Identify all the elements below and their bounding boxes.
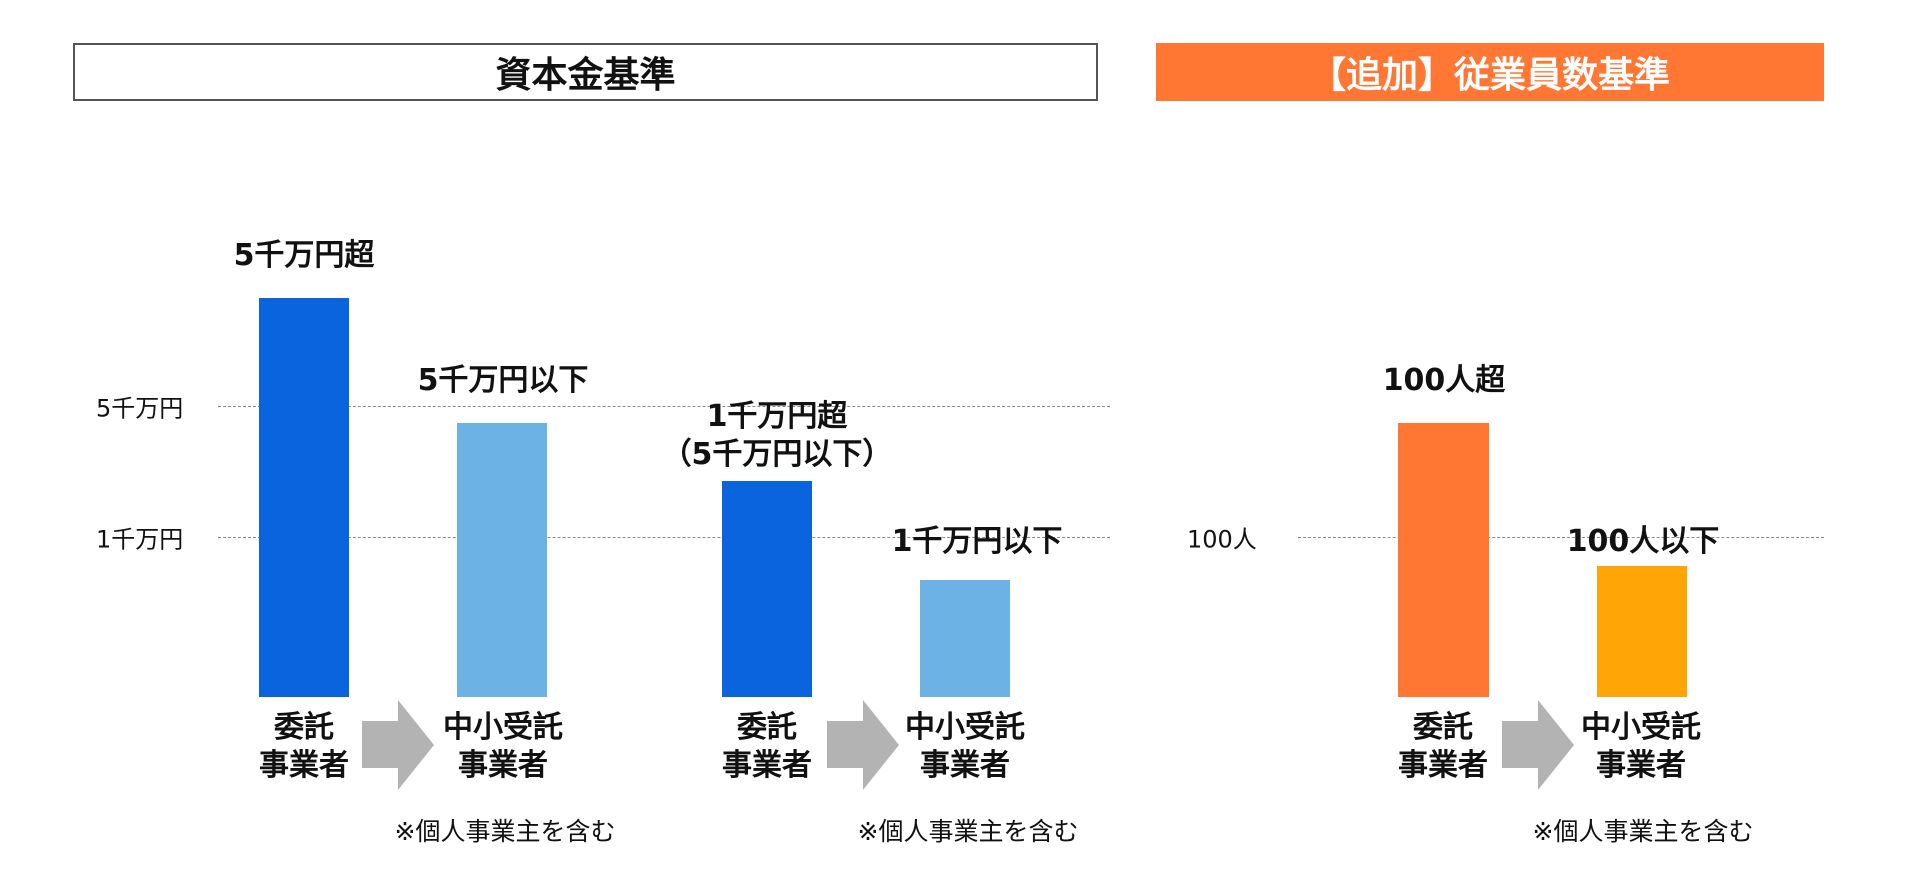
gridline-10m [218, 537, 1110, 538]
bar-label-under-10m: 1千万円以下 [891, 524, 1063, 559]
capital-criteria-title: 資本金基準 [495, 55, 676, 96]
footnote-sole-proprietor: ※個人事業主を含む [1532, 817, 1754, 846]
bar-label-over-50m: 5千万円超 [233, 238, 375, 273]
bar-contractor-under-50m [457, 423, 547, 697]
y-axis-label-50m: 5千万円 [96, 394, 184, 423]
bar-label-under-50m: 5千万円以下 [417, 363, 589, 398]
category-contractor: 中小受託 事業者 [443, 710, 563, 783]
arrow-right-icon [362, 700, 434, 790]
gridline-50m [218, 406, 1110, 407]
capital-criteria-header: 資本金基準 [73, 43, 1098, 101]
bar-consigner-over-50m [259, 298, 349, 697]
bar-label-over-10m: 1千万円超 （5千万円以下） [661, 399, 893, 472]
category-contractor: 中小受託 事業者 [1581, 710, 1701, 783]
bar-consigner-over-100 [1398, 423, 1489, 697]
arrow-right-icon [1502, 700, 1574, 790]
bar-contractor-under-10m [920, 580, 1010, 697]
y-axis-label-10m: 1千万円 [96, 525, 184, 554]
bar-label-under-100: 100人以下 [1566, 524, 1720, 559]
employee-criteria-title: 【追加】従業員数基準 [1309, 55, 1670, 96]
y-axis-label-100-people: 100人 [1187, 525, 1257, 554]
employee-criteria-header: 【追加】従業員数基準 [1156, 43, 1824, 101]
category-consigner: 委託 事業者 [722, 710, 812, 783]
category-contractor: 中小受託 事業者 [905, 710, 1025, 783]
footnote-sole-proprietor: ※個人事業主を含む [394, 817, 616, 846]
footnote-sole-proprietor: ※個人事業主を含む [857, 817, 1079, 846]
bar-contractor-under-100 [1597, 566, 1687, 697]
arrow-right-icon [827, 700, 899, 790]
bar-consigner-over-10m [722, 481, 812, 697]
category-consigner: 委託 事業者 [1398, 710, 1488, 783]
category-consigner: 委託 事業者 [259, 710, 349, 783]
gridline-100-people [1298, 537, 1824, 538]
bar-label-over-100: 100人超 [1382, 363, 1506, 398]
